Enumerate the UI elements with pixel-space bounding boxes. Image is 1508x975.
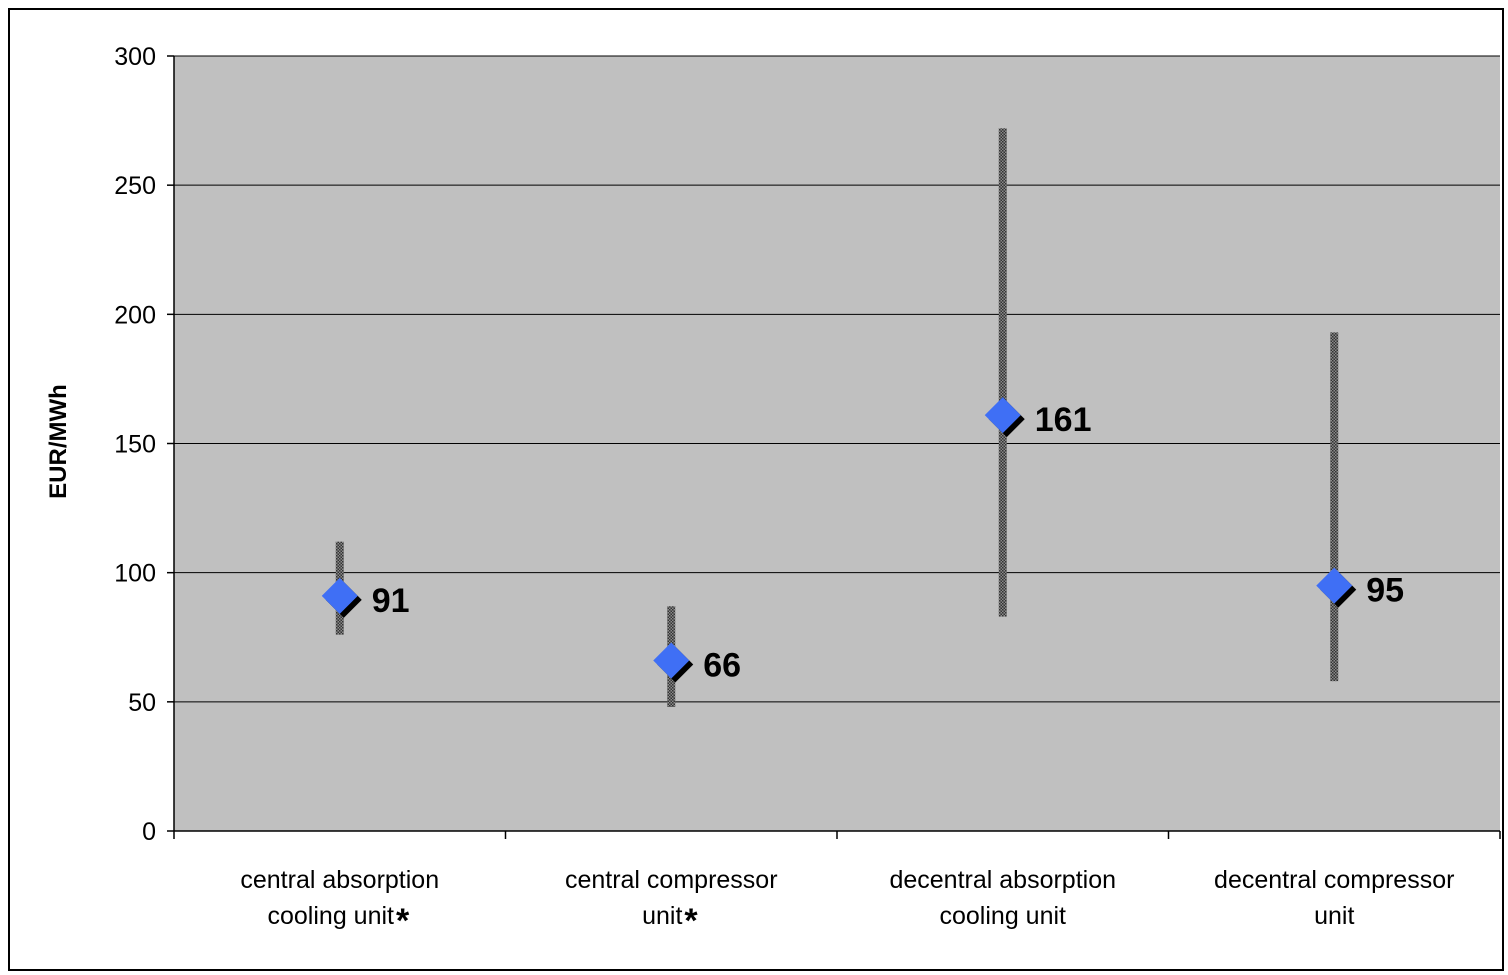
y-tick-label: 250 xyxy=(114,172,156,200)
data-point-marker xyxy=(1316,567,1353,604)
data-value-label: 91 xyxy=(372,582,410,620)
category-asterisk: * xyxy=(684,902,698,940)
data-point-marker xyxy=(321,577,358,614)
category-asterisk: * xyxy=(396,902,410,940)
x-category-label: central absorption xyxy=(240,866,439,894)
x-category-label: unit xyxy=(642,902,682,930)
y-axis-label: EUR/MWh xyxy=(45,384,72,499)
y-tick-label: 100 xyxy=(114,560,156,588)
x-category-label: cooling unit xyxy=(268,902,395,930)
y-tick-label: 0 xyxy=(142,818,156,846)
x-category-label: central compressor xyxy=(565,866,778,894)
value-labels: 91 66 161 95 xyxy=(372,401,1404,684)
data-markers xyxy=(321,397,1357,683)
y-tick-label: 50 xyxy=(128,689,156,717)
data-value-label: 95 xyxy=(1366,572,1404,610)
gridlines xyxy=(174,55,1500,703)
data-point-marker xyxy=(653,642,690,679)
x-category-label: decentral compressor xyxy=(1214,866,1454,894)
range-bar xyxy=(1330,332,1339,682)
data-value-label: 161 xyxy=(1035,401,1092,439)
range-bar xyxy=(998,128,1007,617)
data-value-label: 66 xyxy=(703,647,741,685)
y-tick-label: 200 xyxy=(114,301,156,329)
data-point-marker xyxy=(984,397,1021,434)
x-category-label: cooling unit xyxy=(940,902,1067,930)
y-tick-label: 300 xyxy=(114,43,156,71)
x-category-label: decentral absorption xyxy=(889,866,1116,894)
y-tick-labels: 0 50 100 150 200 250 300 xyxy=(114,43,156,846)
x-category-label: unit xyxy=(1314,902,1354,930)
axes xyxy=(167,55,1501,839)
y-tick-label: 150 xyxy=(114,431,156,459)
